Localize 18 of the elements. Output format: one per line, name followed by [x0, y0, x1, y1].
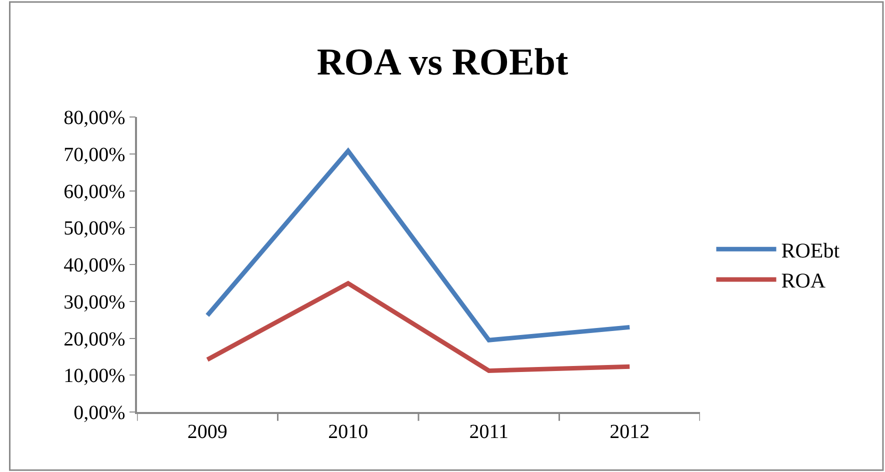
x-tick-label: 2009: [187, 420, 228, 443]
x-tick-label: 2010: [328, 420, 368, 443]
y-tick-label: 40,00%: [64, 254, 126, 276]
y-tick-label: 50,00%: [64, 218, 126, 240]
y-tick-label: 30,00%: [64, 291, 126, 314]
legend-label: ROEbt: [781, 238, 840, 262]
y-tick-label: 70,00%: [64, 144, 126, 166]
x-tick-label: 2012: [610, 420, 650, 443]
y-tick-label: 10,00%: [64, 365, 126, 388]
y-tick-label: 80,00%: [64, 107, 126, 129]
legend-label: ROA: [781, 268, 826, 293]
y-tick-label: 0,00%: [74, 402, 126, 424]
chart-title: ROA vs ROEbt: [316, 42, 568, 84]
line-series: [205, 148, 632, 342]
line-series: [205, 281, 632, 373]
x-tick-label: 2011: [469, 420, 509, 443]
y-tick-label: 60,00%: [64, 180, 126, 203]
y-tick-label: 20,00%: [64, 328, 126, 350]
